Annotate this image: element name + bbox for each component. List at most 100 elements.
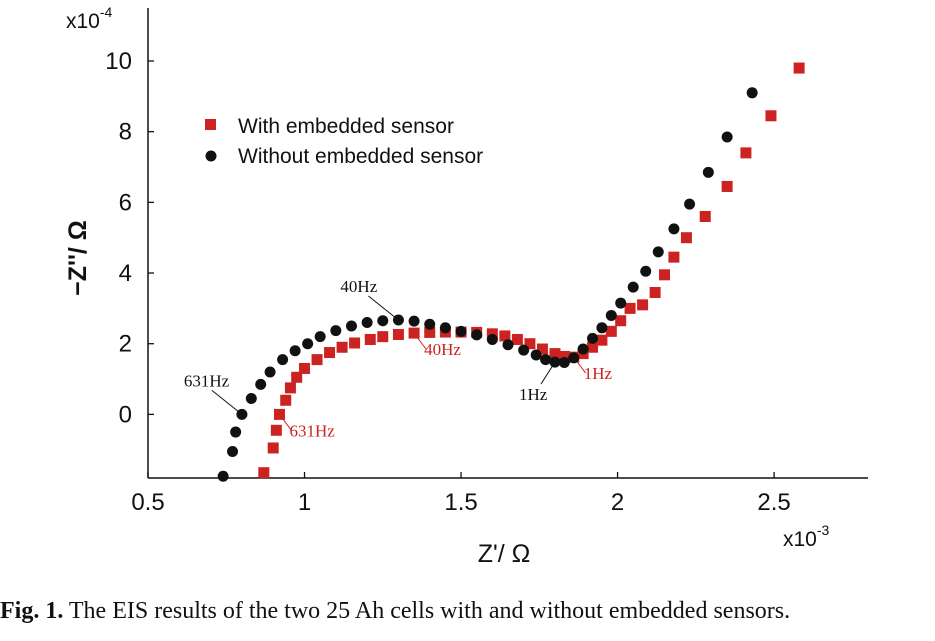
data-point-circle [255, 378, 267, 390]
data-point-square [549, 348, 561, 360]
legend-marker-circle [205, 150, 217, 162]
data-point-square [486, 328, 498, 340]
x-ticks: 0.5 1 1.5 2 2.5 [131, 472, 791, 516]
data-point-square [392, 329, 404, 341]
y-tick-label: 10 [105, 48, 132, 75]
data-point-circle [605, 309, 617, 321]
data-point-square [524, 338, 536, 350]
x-tick-label: 0.5 [131, 489, 164, 516]
data-point-square [324, 347, 336, 359]
data-point-square [793, 62, 805, 74]
data-point-square [270, 424, 282, 436]
data-point-square [615, 315, 627, 327]
frequency-annotation: 1Hz [519, 361, 556, 404]
data-point-circle [424, 318, 436, 330]
data-point-circle [502, 339, 514, 351]
data-point-square [311, 354, 323, 366]
frequency-annotation: 631Hz [279, 414, 335, 440]
data-point-square [536, 343, 548, 355]
legend-marker-square [205, 119, 216, 130]
data-point-circle [439, 322, 451, 334]
data-point-circle [549, 356, 561, 368]
data-point-circle [615, 297, 627, 309]
y-ticks: 0 2 4 6 8 10 [105, 48, 154, 428]
y-multiplier-label: x10-4 [66, 4, 113, 33]
data-point-square [637, 299, 649, 311]
y-axis-title: −Z''/ Ω [64, 220, 92, 296]
data-point-circle [361, 317, 373, 329]
data-point-square [267, 442, 279, 454]
frequency-annotation: 40Hz [340, 277, 399, 321]
data-point-square [740, 147, 752, 159]
data-point-circle [530, 349, 542, 361]
legend-label-with-sensor: With embedded sensor [238, 115, 454, 138]
data-point-circle [684, 198, 696, 210]
x-tick-label: 2.5 [757, 489, 790, 516]
data-point-square [336, 341, 348, 353]
y-tick-label: 0 [119, 401, 132, 428]
data-point-circle [264, 366, 276, 378]
data-point-circle [518, 344, 530, 356]
data-point-square [280, 394, 292, 406]
data-point-circle [668, 223, 680, 235]
series-2 [217, 87, 758, 482]
annotation-label: 631Hz [184, 371, 230, 390]
x-tick-label: 1.5 [444, 489, 477, 516]
x-tick-label: 1 [298, 489, 311, 516]
data-point-circle [392, 314, 404, 326]
annotation-leader-line [211, 390, 243, 415]
data-point-circle [377, 315, 389, 327]
frequency-annotation: 40Hz [413, 332, 461, 359]
data-point-circle [596, 322, 608, 334]
data-point-square [511, 333, 523, 345]
data-point-circle [302, 338, 314, 350]
data-point-square [499, 330, 511, 342]
data-point-square [649, 286, 661, 298]
x-axis-title: Z'/ Ω [478, 540, 531, 568]
legend: With embedded sensor Without embedded se… [205, 115, 483, 168]
data-point-square [699, 210, 711, 222]
data-point-circle [330, 325, 342, 337]
data-point-square [273, 408, 285, 420]
y-tick-label: 8 [119, 119, 132, 146]
data-point-circle [577, 343, 589, 355]
data-point-circle [230, 426, 242, 438]
data-series [217, 62, 805, 482]
data-point-square [624, 302, 636, 314]
y-tick-label: 4 [119, 260, 132, 287]
data-point-square [765, 110, 777, 122]
data-point-circle [277, 354, 289, 366]
legend-label-without-sensor: Without embedded sensor [238, 145, 483, 168]
data-point-circle [289, 345, 301, 357]
data-point-square [258, 467, 270, 479]
data-point-circle [408, 315, 420, 327]
data-point-square [587, 341, 599, 353]
annotation-label: 631Hz [289, 421, 335, 440]
annotation-label: 40Hz [424, 340, 461, 359]
annotation-label: 40Hz [340, 277, 377, 296]
x-multiplier-label: x10-3 [783, 522, 830, 551]
data-point-square [680, 232, 692, 244]
annotation-label: 1Hz [519, 385, 548, 404]
data-point-square [377, 331, 389, 343]
data-point-circle [721, 131, 733, 143]
caption-text: The EIS results of the two 25 Ah cells w… [63, 598, 791, 624]
data-point-circle [746, 87, 758, 99]
axes [147, 8, 868, 479]
x-tick-label: 2 [611, 489, 624, 516]
data-point-square [668, 251, 680, 263]
data-point-circle [486, 333, 498, 345]
data-point-square [299, 362, 311, 374]
data-point-square [424, 326, 436, 338]
data-point-square [284, 382, 296, 394]
data-point-circle [702, 166, 714, 178]
eis-chart: 0.5 1 1.5 2 2.5 0 2 4 6 8 10 x10-4 x10-3 Z'/ Ω −Z… [64, 4, 868, 568]
data-point-circle [652, 246, 664, 258]
frequency-annotation: 631Hz [184, 371, 243, 415]
data-point-square [349, 337, 361, 349]
data-point-square [659, 269, 671, 281]
data-point-circle [587, 332, 599, 344]
y-tick-label: 6 [119, 189, 132, 216]
y-tick-label: 2 [119, 331, 132, 358]
data-point-circle [314, 331, 326, 343]
